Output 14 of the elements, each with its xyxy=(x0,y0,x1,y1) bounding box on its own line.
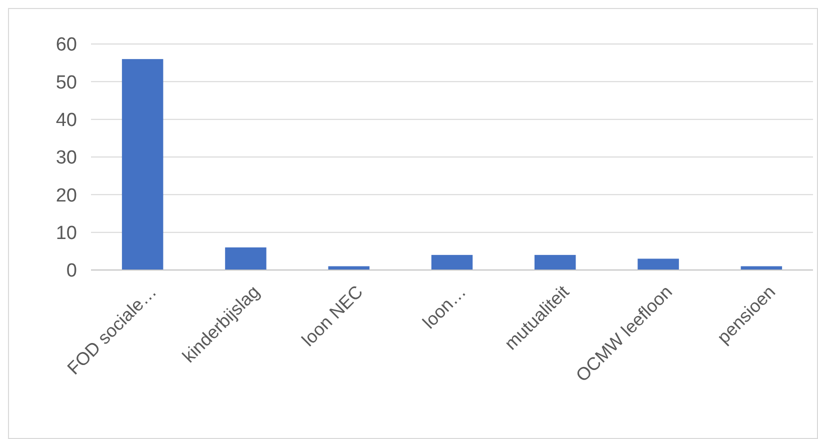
bar xyxy=(122,59,164,270)
bar xyxy=(328,266,370,270)
y-tick-label: 40 xyxy=(56,110,77,131)
y-tick-label: 0 xyxy=(66,260,77,282)
bar xyxy=(431,254,473,270)
y-tick-label: 30 xyxy=(56,148,77,169)
y-tick-label: 60 xyxy=(56,34,77,56)
y-tick-label: 50 xyxy=(56,72,77,94)
y-tick-label: 20 xyxy=(56,185,77,206)
bar xyxy=(225,247,266,270)
bar xyxy=(638,258,679,270)
bar xyxy=(740,266,782,270)
y-tick-label: 10 xyxy=(56,222,77,244)
bar xyxy=(534,254,576,270)
